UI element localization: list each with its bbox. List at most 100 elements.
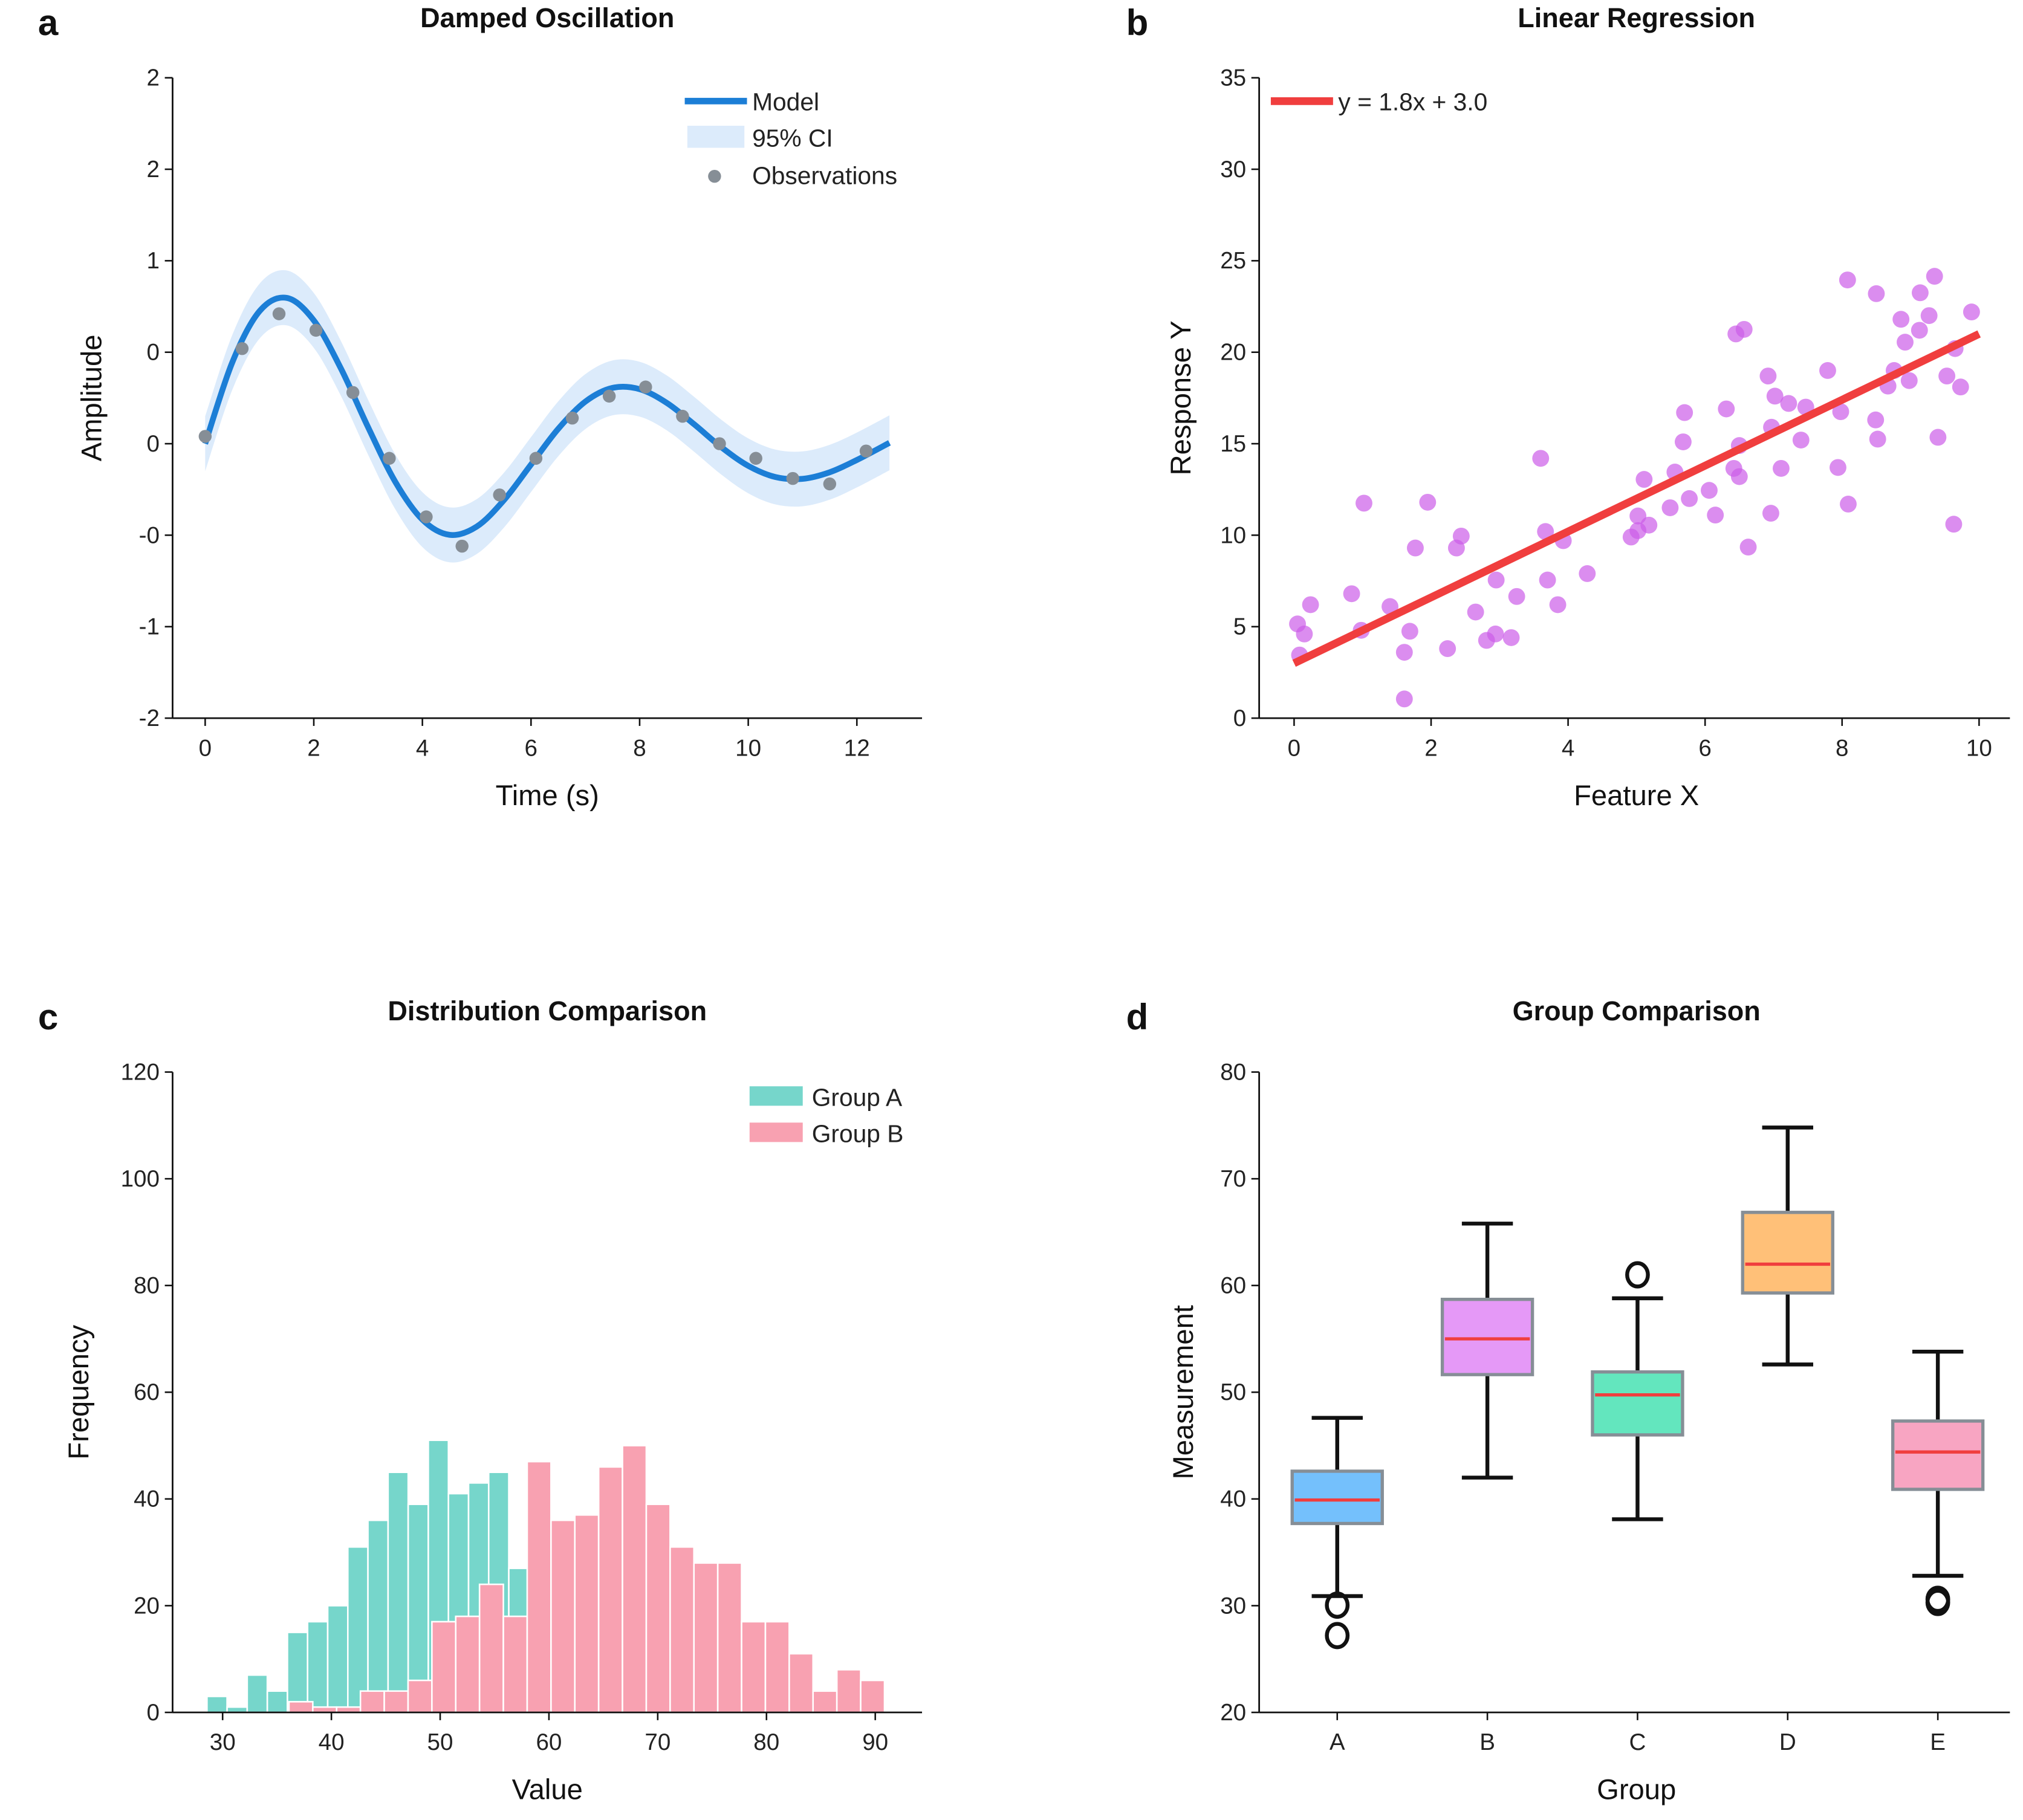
x-tick-label: 0 <box>199 735 212 761</box>
y-tick-label: 0 <box>147 1700 160 1726</box>
histogram-bar-group-a <box>266 1690 288 1714</box>
histogram-bar-group-b <box>526 1460 552 1714</box>
scatter-point <box>1537 523 1554 540</box>
histogram-bar-group-a <box>346 1546 369 1714</box>
panel-c: c Distribution Comparison Value Frequency 0 2… <box>38 996 923 1805</box>
scatter-point <box>1401 623 1418 640</box>
x-tick-label: 6 <box>525 735 537 761</box>
legend-swatch <box>749 1122 803 1142</box>
histogram-bar-group-b <box>860 1679 886 1714</box>
y-tick-label: 2 <box>147 65 160 91</box>
observation-point <box>713 437 726 450</box>
observation-point <box>676 409 689 423</box>
y-tick-label: 60 <box>1220 1273 1246 1299</box>
scatter-point <box>1892 311 1910 328</box>
y-axis-label: Amplitude <box>76 335 108 462</box>
scatter-point <box>1681 490 1698 507</box>
scatter-point <box>1701 482 1718 499</box>
x-tick-label: 4 <box>416 735 429 761</box>
scatter-point <box>1929 429 1947 446</box>
histogram-bar-group-b <box>764 1621 790 1714</box>
outlier-point <box>1925 1588 1950 1616</box>
histogram-bar-group-b <box>502 1615 528 1714</box>
scatter-point <box>1508 588 1525 605</box>
scatter-point <box>1467 603 1484 621</box>
y-tick-label: 100 <box>121 1166 160 1192</box>
scatter-point <box>1766 387 1784 405</box>
histogram-bar-group-b <box>478 1583 504 1714</box>
panel-letter: c <box>38 997 58 1037</box>
y-tick-label: 70 <box>1220 1166 1246 1192</box>
x-tick-label: 8 <box>1836 735 1848 761</box>
histogram-bar-group-b <box>622 1445 648 1714</box>
legend: y = 1.8x + 3.0 <box>1270 88 1487 115</box>
histogram-bar-group-a <box>326 1605 349 1714</box>
y-tick-label: 2 <box>147 157 160 183</box>
scatter-point <box>1952 378 1969 396</box>
scatter-point <box>1382 598 1398 615</box>
scatter-point <box>1640 516 1658 534</box>
chart-title: Linear Regression <box>1518 2 1755 33</box>
histogram-bar-group-b <box>716 1562 742 1714</box>
scatter-point <box>1487 625 1504 643</box>
scatter-point <box>1759 368 1777 385</box>
y-tick-label: 20 <box>1220 340 1246 366</box>
scatter-point <box>1762 505 1779 522</box>
y-tick-label: 40 <box>134 1486 160 1512</box>
scatter-point <box>1676 404 1693 421</box>
observation-point <box>235 342 249 355</box>
y-tick-label: 10 <box>1220 522 1246 548</box>
scatter-point <box>1926 268 1943 285</box>
legend-ci-swatch <box>687 126 745 148</box>
histogram-bar-group-b <box>407 1679 433 1714</box>
histogram-bar-group-a <box>206 1695 228 1714</box>
y-tick-label: 1 <box>147 248 160 274</box>
y-tick-label: 0 <box>147 431 160 457</box>
scatter-point <box>1911 322 1928 339</box>
regression-line <box>1292 330 1981 667</box>
scatter-point <box>1406 539 1424 557</box>
histogram-bar-group-b <box>383 1690 409 1714</box>
x-axis-label: Feature X <box>1574 779 1699 811</box>
x-tick-label: 12 <box>844 735 870 761</box>
scatter-point <box>1938 368 1956 385</box>
scatter-point <box>1840 496 1857 513</box>
observation-point <box>346 386 360 400</box>
scatter-point <box>1869 430 1886 448</box>
scatter-point <box>1452 527 1470 545</box>
y-tick-label: 50 <box>1220 1379 1246 1405</box>
scatter-point <box>1419 493 1437 511</box>
x-tick-label: 40 <box>319 1729 345 1755</box>
observation-point <box>859 444 873 458</box>
x-tick-label: 0 <box>1288 735 1300 761</box>
scatter-point <box>1661 499 1679 516</box>
x-tick-label: 50 <box>427 1729 453 1755</box>
x-tick-label: 90 <box>862 1729 888 1755</box>
panel-letter: d <box>1126 997 1149 1037</box>
scatter-point <box>1539 571 1556 589</box>
histogram-bar-group-b <box>788 1653 814 1714</box>
outlier-point <box>1325 1592 1350 1619</box>
y-tick-label: -2 <box>139 705 160 731</box>
legend-label: Group B <box>812 1119 904 1147</box>
observation-point <box>309 323 323 337</box>
observation-point <box>420 510 433 523</box>
y-axis-label: Frequency <box>62 1324 94 1459</box>
observation-point <box>198 430 212 443</box>
observation-point <box>749 452 762 465</box>
scatter-point <box>1819 362 1836 379</box>
observation-point <box>493 488 506 502</box>
histogram-bar-group-b <box>455 1615 481 1714</box>
x-axis-label: Value <box>512 1773 583 1805</box>
chart-title: Damped Oscillation <box>420 2 674 33</box>
outlier-point <box>1625 1261 1650 1289</box>
panel-b: b Linear Regression Feature X Response Y 0 5 1… <box>1126 2 2010 811</box>
x-tick-label: A <box>1330 1729 1345 1755</box>
scatter-point <box>1395 644 1413 661</box>
box <box>1741 1211 1834 1295</box>
scatter-point <box>1830 459 1846 476</box>
box-group-c <box>1591 1261 1684 1521</box>
y-tick-label: 80 <box>134 1273 160 1299</box>
scatter-point <box>1296 625 1313 643</box>
